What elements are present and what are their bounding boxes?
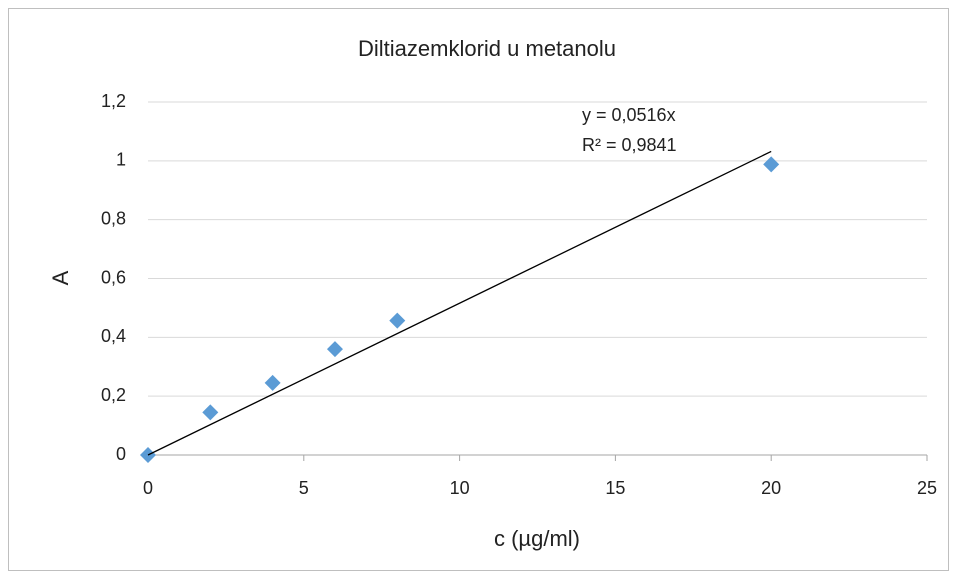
y-tick-label: 0,4 [101,326,126,346]
chart-title: Diltiazemklorid u metanolu [358,36,616,61]
annotation: R² = 0,9841 [582,135,677,155]
trendline [147,150,772,456]
data-point [389,312,406,329]
y-tick-label: 0,8 [101,208,126,228]
data-point [763,156,780,173]
x-tick-label: 15 [605,478,625,498]
x-tick-label: 5 [299,478,309,498]
y-tick-label: 0,6 [101,267,126,287]
x-tick-label: 0 [143,478,153,498]
annotation: y = 0,0516x [582,105,676,125]
y-tick-label: 1 [116,150,126,170]
x-tick-label: 25 [917,478,937,498]
y-tick-label: 0 [116,444,126,464]
data-point [326,341,343,358]
y-tick-label: 1,2 [101,91,126,111]
x-tick-label: 20 [761,478,781,498]
data-point [264,374,281,391]
y-tick-label: 0,2 [101,385,126,405]
data-point [202,404,219,421]
x-axis-label: c (µg/ml) [494,526,580,551]
x-tick-label: 10 [450,478,470,498]
y-axis-label: A [48,270,73,285]
